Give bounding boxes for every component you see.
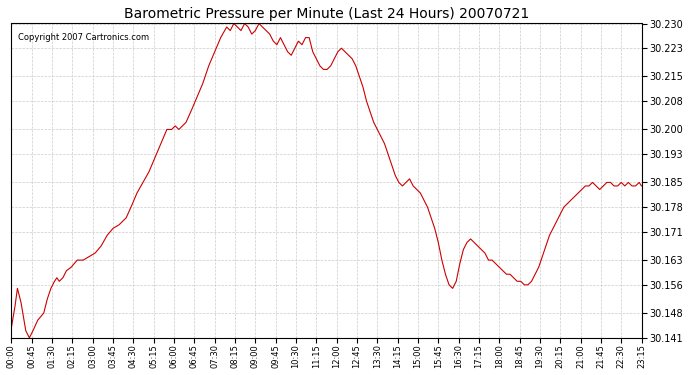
Text: Copyright 2007 Cartronics.com: Copyright 2007 Cartronics.com: [18, 33, 149, 42]
Title: Barometric Pressure per Minute (Last 24 Hours) 20070721: Barometric Pressure per Minute (Last 24 …: [124, 7, 529, 21]
